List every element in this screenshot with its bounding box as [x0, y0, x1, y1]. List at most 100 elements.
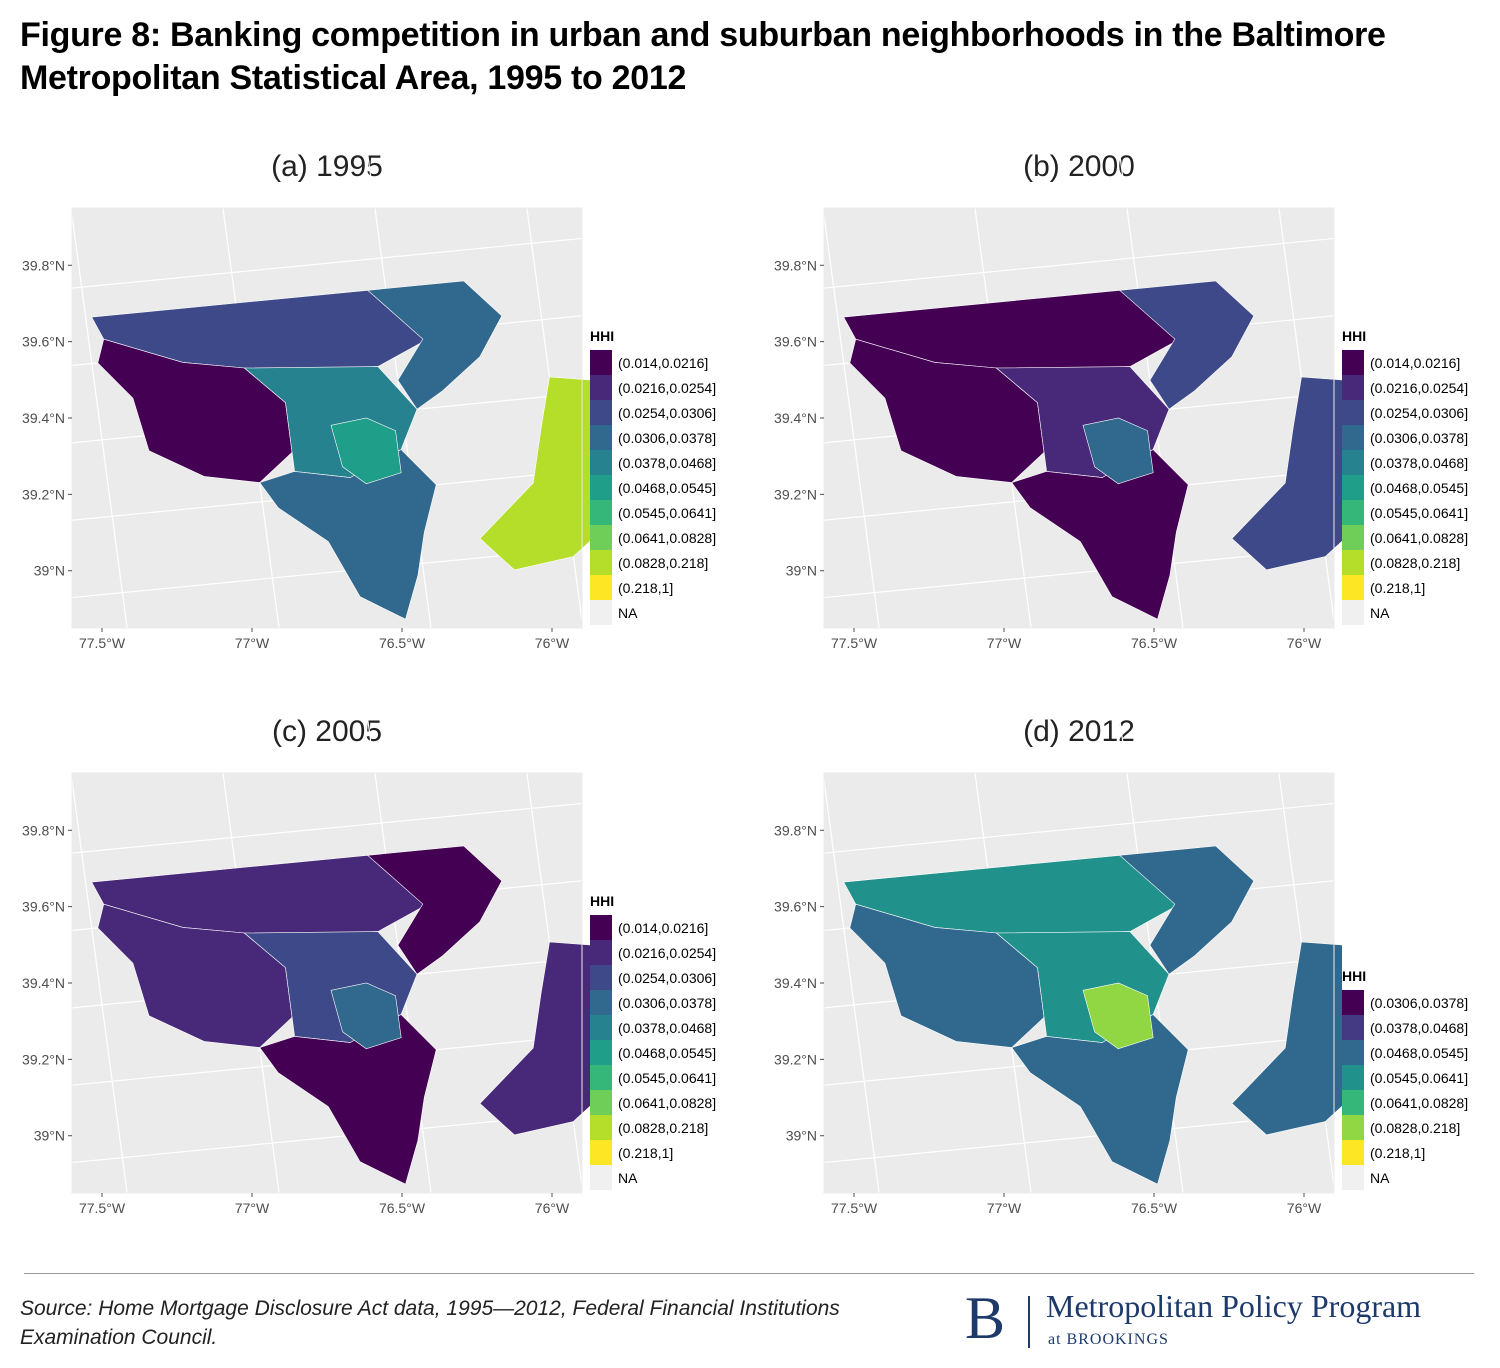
legend-label: (0.0828,0.218] [1370, 554, 1461, 571]
legend-item: (0.218,1] [1342, 1140, 1468, 1165]
legend-label: (0.0378,0.0468] [1370, 1019, 1469, 1036]
county-region-south [259, 449, 437, 620]
legend-label: (0.0306,0.0378] [618, 429, 717, 446]
legend-swatch [1342, 990, 1364, 1015]
legend-label: (0.0378,0.0468] [618, 454, 717, 471]
legend-items: (0.014,0.0216] (0.0216,0.0254] (0.0254,0.0… [590, 915, 716, 1190]
lon-tick-label: 77.5°W [831, 635, 878, 651]
legend-item: (0.0306,0.0378] [1342, 990, 1468, 1015]
legend-swatch [590, 350, 612, 375]
legend-item: (0.0545,0.0641] [1342, 500, 1468, 525]
legend-label: (0.218,1] [1370, 1144, 1426, 1161]
map-panel-2000: (b) 2000 39.8°N 39.6°N 39.4°N 39.2°N 39°N 77.… [752, 150, 1500, 690]
lat-tick-label: 39.2°N [22, 1051, 65, 1067]
lat-tick-label: 39.6°N [22, 899, 65, 915]
legend-swatch [1342, 550, 1364, 575]
legend-item: NA [1342, 1165, 1468, 1190]
legend-item: (0.0254,0.0306] [590, 965, 716, 990]
legend-item: (0.0468,0.0545] [590, 1040, 716, 1065]
county-region-eastern_shore [479, 941, 590, 1136]
program-subtitle: at BROOKINGS [1048, 1331, 1169, 1348]
map-panel-1995: (a) 1995 39.8°N 39.6°N 39.4°N 39.2°N 39°N 77.… [0, 150, 750, 690]
legend-swatch [1342, 1040, 1364, 1065]
legend-swatch [590, 475, 612, 500]
legend-label: (0.0641,0.0828] [1370, 529, 1469, 546]
legend-item: (0.0641,0.0828] [1342, 525, 1468, 550]
legend: HHI (0.014,0.0216] (0.0216,0.0254] (0.0254… [590, 328, 716, 625]
legend-item: (0.218,1] [590, 1140, 716, 1165]
county-region-eastern_shore [1231, 941, 1342, 1136]
legend-swatch [590, 1015, 612, 1040]
gridline-lat [752, 237, 1342, 296]
legend-swatch [590, 400, 612, 425]
legend-swatch [1342, 1015, 1364, 1040]
gridline-lon [814, 715, 885, 1225]
legend-item: (0.0641,0.0828] [590, 525, 716, 550]
legend-label: (0.0468,0.0545] [618, 1044, 717, 1061]
county-region-northeast [1118, 280, 1255, 410]
lon-tick-label: 77°W [987, 635, 1022, 651]
legend-label: (0.0254,0.0306] [1370, 404, 1469, 421]
legend-label: (0.0306,0.0378] [1370, 994, 1469, 1011]
gridline-lon [62, 715, 133, 1225]
legend-swatch [1342, 600, 1364, 625]
lon-tick-label: 77°W [235, 635, 270, 651]
map-panel-2012: (d) 2012 39.8°N 39.6°N 39.4°N 39.2°N 39°N 77.… [752, 715, 1500, 1255]
legend-swatch [1342, 475, 1364, 500]
county-region-northeast [366, 280, 503, 410]
lat-tick-label: 39.2°N [774, 1051, 817, 1067]
gridline-lon [62, 150, 133, 660]
lon-tick-label: 76.5°W [379, 1200, 426, 1216]
lon-tick-label: 76°W [535, 1200, 570, 1216]
legend-item: (0.0378,0.0468] [1342, 1015, 1468, 1040]
legend-item: (0.0254,0.0306] [590, 400, 716, 425]
baltimore-city-region [330, 417, 402, 485]
lat-tick-label: 39.6°N [774, 899, 817, 915]
legend-items: (0.014,0.0216] (0.0216,0.0254] (0.0254,0.0… [1342, 350, 1468, 625]
legend-swatch [1342, 400, 1364, 425]
legend-label: (0.0306,0.0378] [1370, 429, 1469, 446]
baltimore-city-region [330, 982, 402, 1050]
gridline-lat [752, 802, 1342, 861]
lat-tick-label: 39.6°N [22, 334, 65, 350]
legend-title: HHI [590, 893, 615, 909]
brookings-b-logo: B [965, 1285, 1006, 1351]
legend-items: (0.0306,0.0378] (0.0378,0.0468] (0.0468,0.… [1342, 990, 1468, 1190]
legend-label: (0.0468,0.0545] [618, 479, 717, 496]
logo-divider [1028, 1296, 1030, 1348]
legend-swatch [590, 450, 612, 475]
legend-item: (0.0468,0.0545] [1342, 1040, 1468, 1065]
legend-item: (0.0468,0.0545] [1342, 475, 1468, 500]
legend-title: HHI [590, 328, 615, 344]
legend-item: (0.014,0.0216] [1342, 350, 1468, 375]
legend: HHI (0.014,0.0216] (0.0216,0.0254] (0.0254… [590, 893, 716, 1190]
legend-items: (0.014,0.0216] (0.0216,0.0254] (0.0254,0.0… [590, 350, 716, 625]
legend-label: (0.0378,0.0468] [1370, 454, 1469, 471]
legend-swatch [1342, 375, 1364, 400]
legend-label: (0.0216,0.0254] [618, 944, 717, 961]
legend-item: (0.0641,0.0828] [590, 1090, 716, 1115]
county-region-eastern_shore [479, 376, 590, 571]
legend-swatch [590, 915, 612, 940]
lon-tick-label: 77°W [987, 1200, 1022, 1216]
lat-tick-label: 39.4°N [22, 975, 65, 991]
legend-swatch [590, 575, 612, 600]
legend-swatch [1342, 1065, 1364, 1090]
lat-tick-label: 39.6°N [774, 334, 817, 350]
lat-tick-label: 39.2°N [22, 486, 65, 502]
gridline-lon [814, 150, 885, 660]
legend-item: (0.0306,0.0378] [1342, 425, 1468, 450]
legend-swatch [590, 425, 612, 450]
legend-swatch [590, 1090, 612, 1115]
panel-title: (c) 2005 [271, 715, 383, 748]
panel-title: (b) 2000 [1023, 150, 1135, 183]
legend-label: NA [618, 604, 638, 621]
map-plot: 39.8°N 39.6°N 39.4°N 39.2°N 39°N 77.5°W 77°W 76… [0, 150, 590, 660]
county-region-northeast [366, 845, 503, 975]
county-region-south [1011, 449, 1189, 620]
legend-swatch [1342, 425, 1364, 450]
legend-label: NA [618, 1169, 638, 1186]
baltimore-city-region [1082, 982, 1154, 1050]
lon-tick-label: 77°W [235, 1200, 270, 1216]
legend-item: (0.0216,0.0254] [590, 375, 716, 400]
